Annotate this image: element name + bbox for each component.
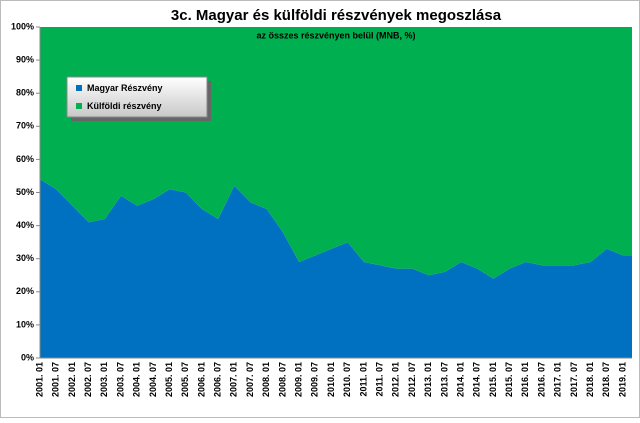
y-tick-label: 60% bbox=[16, 154, 34, 164]
y-tick-label: 50% bbox=[16, 187, 34, 197]
x-tick-label: 2017. 07 bbox=[569, 362, 579, 397]
x-tick-label: 2007. 01 bbox=[229, 362, 239, 397]
y-tick-label: 100% bbox=[11, 21, 34, 31]
x-tick-label: 2013. 01 bbox=[423, 362, 433, 397]
x-tick-label: 2007. 07 bbox=[245, 362, 255, 397]
y-tick-label: 10% bbox=[16, 319, 34, 329]
chart-subtitle: az összes részvényen belül (MNB, %) bbox=[256, 30, 415, 40]
x-tick-label: 2013. 07 bbox=[439, 362, 449, 397]
x-tick-label: 2008. 01 bbox=[261, 362, 271, 397]
x-tick-label: 2008. 07 bbox=[277, 362, 287, 397]
x-tick-label: 2018. 01 bbox=[585, 362, 595, 397]
x-tick-label: 2016. 01 bbox=[520, 362, 530, 397]
x-tick-label: 2003. 01 bbox=[99, 362, 109, 397]
y-tick-label: 70% bbox=[16, 121, 34, 131]
x-tick-label: 2010. 01 bbox=[326, 362, 336, 397]
legend-label: Külföldi részvény bbox=[87, 101, 162, 111]
x-tick-label: 2016. 07 bbox=[536, 362, 546, 397]
y-tick-label: 90% bbox=[16, 54, 34, 64]
legend: Magyar Részvény Külföldi részvény bbox=[66, 76, 211, 121]
legend-label: Magyar Részvény bbox=[87, 83, 163, 93]
x-tick-label: 2006. 01 bbox=[196, 362, 206, 397]
x-tick-label: 2001. 01 bbox=[34, 362, 44, 397]
x-tick-label: 2018. 07 bbox=[601, 362, 611, 397]
x-tick-label: 2001. 07 bbox=[51, 362, 61, 397]
x-tick-label: 2004. 07 bbox=[148, 362, 158, 397]
legend-box bbox=[66, 76, 208, 118]
x-tick-label: 2002. 07 bbox=[83, 362, 93, 397]
x-tick-label: 2005. 07 bbox=[180, 362, 190, 397]
x-tick-label: 2010. 07 bbox=[342, 362, 352, 397]
x-tick-label: 2003. 07 bbox=[115, 362, 125, 397]
x-tick-label: 2011. 07 bbox=[374, 362, 384, 397]
x-tick-label: 2015. 07 bbox=[504, 362, 514, 397]
area bbox=[40, 179, 632, 358]
x-tick-label: 2017. 01 bbox=[553, 362, 563, 397]
y-tick-label: 0% bbox=[21, 352, 34, 362]
y-tick-label: 80% bbox=[16, 88, 34, 98]
y-tick-label: 20% bbox=[16, 286, 34, 296]
legend-swatch bbox=[76, 103, 82, 109]
legend-swatch bbox=[76, 85, 82, 91]
x-tick-label: 2005. 01 bbox=[164, 362, 174, 397]
x-tick-label: 2004. 01 bbox=[132, 362, 142, 397]
x-tick-label: 2002. 01 bbox=[67, 362, 77, 397]
y-tick-label: 30% bbox=[16, 253, 34, 263]
x-tick-label: 2014. 07 bbox=[472, 362, 482, 397]
x-tick-label: 2019. 01 bbox=[617, 362, 627, 397]
chart-title: 3c. Magyar és külföldi részvények megosz… bbox=[171, 7, 502, 24]
x-tick-label: 2012. 07 bbox=[407, 362, 417, 397]
x-tick-label: 2011. 01 bbox=[358, 362, 368, 397]
x-tick-label: 2009. 07 bbox=[310, 362, 320, 397]
x-tick-label: 2012. 01 bbox=[391, 362, 401, 397]
x-tick-label: 2015. 01 bbox=[488, 362, 498, 397]
y-tick-label: 40% bbox=[16, 220, 34, 230]
x-tick-label: 2009. 01 bbox=[293, 362, 303, 397]
x-tick-label: 2014. 01 bbox=[455, 362, 465, 397]
x-tick-label: 2006. 07 bbox=[212, 362, 222, 397]
